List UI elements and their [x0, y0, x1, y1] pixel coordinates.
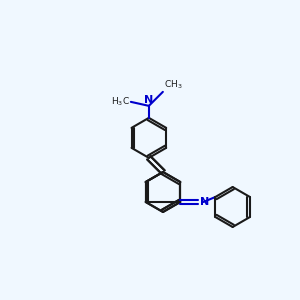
- Text: CH$_3$: CH$_3$: [164, 78, 182, 91]
- Text: H$_3$C: H$_3$C: [111, 96, 130, 108]
- Text: N: N: [200, 197, 210, 207]
- Text: N: N: [144, 95, 154, 105]
